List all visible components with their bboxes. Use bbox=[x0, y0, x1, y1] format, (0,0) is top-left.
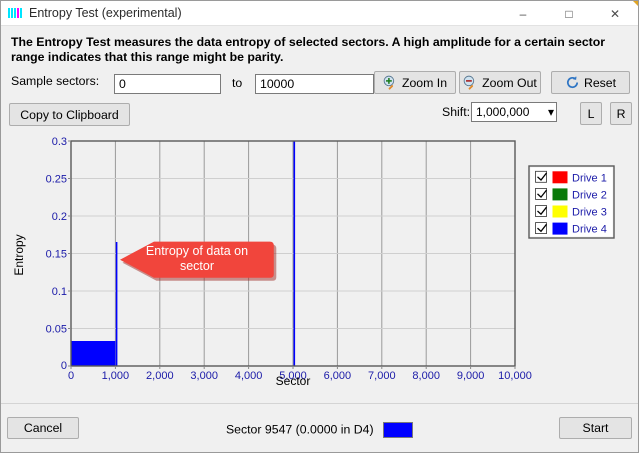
svg-text:8,000: 8,000 bbox=[412, 370, 440, 382]
svg-text:9,000: 9,000 bbox=[457, 370, 485, 382]
svg-text:0.2: 0.2 bbox=[52, 211, 67, 223]
svg-text:Entropy of data on: Entropy of data on bbox=[146, 244, 248, 258]
svg-text:Drive 1: Drive 1 bbox=[572, 172, 607, 184]
svg-text:0.15: 0.15 bbox=[46, 249, 67, 261]
svg-text:0: 0 bbox=[61, 360, 67, 372]
svg-text:7,000: 7,000 bbox=[368, 370, 396, 382]
svg-text:Drive 2: Drive 2 bbox=[572, 189, 607, 201]
svg-text:3,000: 3,000 bbox=[190, 370, 218, 382]
svg-text:Entropy: Entropy bbox=[12, 234, 26, 275]
svg-text:2,000: 2,000 bbox=[146, 370, 174, 382]
svg-text:Drive 3: Drive 3 bbox=[572, 207, 607, 219]
svg-text:0.25: 0.25 bbox=[46, 174, 67, 186]
svg-text:1,000: 1,000 bbox=[102, 370, 130, 382]
svg-text:4,000: 4,000 bbox=[235, 370, 263, 382]
svg-text:Sector: Sector bbox=[276, 374, 311, 388]
svg-text:sector: sector bbox=[180, 259, 214, 273]
svg-text:0.1: 0.1 bbox=[52, 286, 67, 298]
svg-text:0.3: 0.3 bbox=[52, 136, 67, 148]
svg-text:Drive 4: Drive 4 bbox=[572, 224, 607, 236]
svg-text:6,000: 6,000 bbox=[324, 370, 352, 382]
svg-text:0: 0 bbox=[68, 370, 74, 382]
svg-text:10,000: 10,000 bbox=[498, 370, 532, 382]
svg-text:0.05: 0.05 bbox=[46, 324, 67, 336]
